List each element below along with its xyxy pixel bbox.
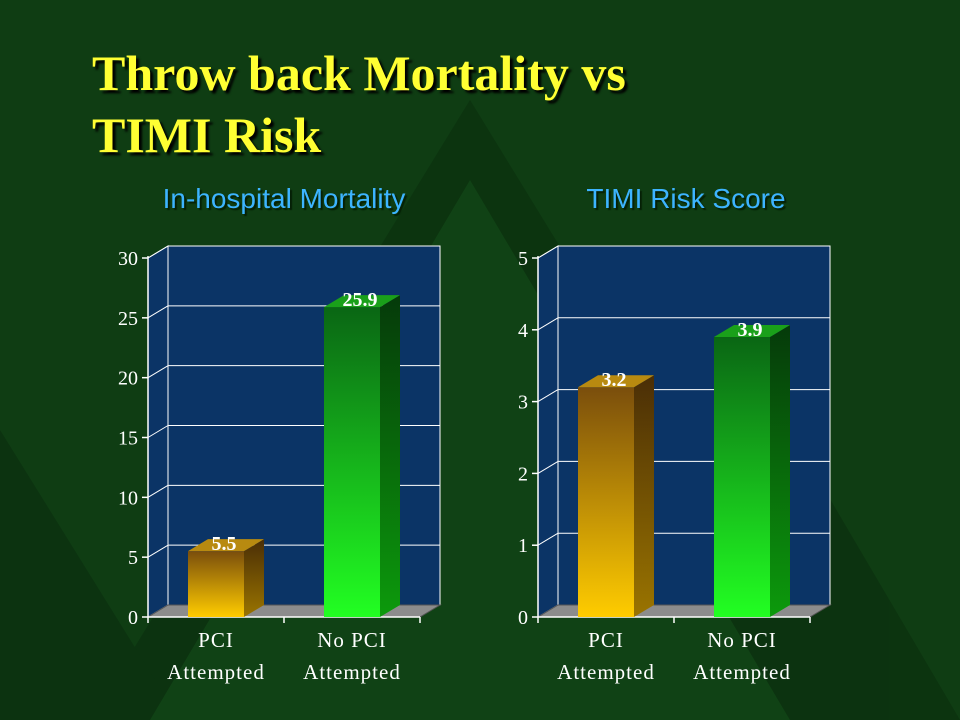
y-tick-label: 1 — [518, 535, 528, 557]
data-label: 5.5 — [212, 533, 237, 555]
category-label: No PCI — [707, 628, 777, 652]
chart-title-timi-risk: TIMI Risk Score — [586, 183, 786, 214]
category-label: Attempted — [167, 660, 265, 684]
y-tick-label: 5 — [128, 547, 138, 569]
category-label: PCI — [198, 628, 234, 652]
gridline-side — [537, 532, 559, 546]
data-label: 25.9 — [343, 289, 378, 311]
category-label: Attempted — [557, 660, 655, 684]
y-tick-label: 10 — [118, 487, 138, 509]
bar-top — [714, 324, 790, 337]
gridline-side — [147, 425, 169, 438]
gridline-side — [147, 365, 169, 379]
chart-title-mortality: In-hospital Mortality — [162, 183, 406, 214]
gridline-side — [537, 389, 559, 403]
y-tick-label: 0 — [518, 607, 528, 629]
bar-top — [578, 375, 654, 388]
category-label: PCI — [588, 628, 624, 652]
bar-side — [770, 324, 790, 617]
bar-side — [244, 539, 264, 617]
gridline-side — [147, 544, 169, 558]
y-tick-label: 0 — [128, 607, 138, 629]
y-tick-label: 3 — [518, 392, 528, 414]
bar-top — [324, 295, 400, 308]
chart-mortality: 0 5 10 15 20 25 30 5.5 PCI Attempted 25.9 No PCI Att… — [118, 245, 442, 684]
category-label: No PCI — [317, 628, 387, 652]
bar-side — [634, 375, 654, 617]
bar-side — [380, 295, 400, 617]
chart-timi-risk: 0 1 2 3 4 5 3.2 PCI Attempted 3.9 No PCI Attempted — [518, 245, 832, 684]
data-label: 3.9 — [738, 319, 763, 341]
bar — [188, 551, 244, 617]
gridline-side — [537, 317, 559, 331]
y-tick-label: 20 — [118, 368, 138, 390]
bar — [714, 336, 770, 617]
y-tick-label: 30 — [118, 248, 138, 270]
category-label: Attempted — [303, 660, 401, 684]
gridline-side — [147, 484, 169, 498]
y-tick-label: 4 — [518, 320, 528, 342]
bar-top — [188, 539, 264, 552]
plot-side-wall — [537, 245, 559, 618]
bar — [578, 387, 634, 617]
y-tick-label: 25 — [118, 308, 138, 330]
slide-title-line-2: TIMI Risk — [92, 107, 322, 163]
y-tick-label: 15 — [118, 428, 138, 450]
y-tick-label: 2 — [518, 463, 528, 485]
bar — [324, 307, 380, 617]
slide-title-line-1: Throw back Mortality vs — [92, 45, 626, 101]
gridline-side — [537, 460, 559, 474]
slide-title: Throw back Mortality vs TIMI Risk — [92, 42, 626, 166]
gridline-side — [147, 305, 169, 319]
data-label: 3.2 — [602, 369, 627, 391]
gridline-side — [537, 245, 559, 259]
category-label: Attempted — [693, 660, 791, 684]
gridline-side — [147, 245, 169, 259]
y-tick-label: 5 — [518, 248, 528, 270]
